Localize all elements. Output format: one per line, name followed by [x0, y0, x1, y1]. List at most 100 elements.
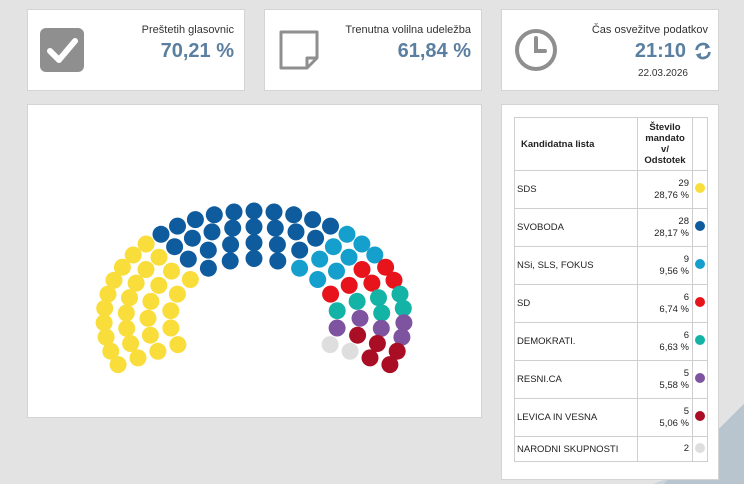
party-name: SVOBODA — [514, 208, 638, 247]
seats-percent-cell: 6 6,63 % — [637, 322, 693, 361]
seat-dot — [309, 271, 327, 288]
seats-count: 2 — [683, 443, 689, 454]
seat-dot — [166, 238, 184, 256]
seat-dot — [351, 309, 369, 327]
results-table-card: Kandidatna lista Število mandato v/ Odst… — [501, 104, 719, 480]
seat-dot — [199, 259, 217, 277]
seat-dot — [341, 342, 359, 360]
seats-percent-cell: 6 6,74 % — [637, 284, 693, 323]
seat-dot — [245, 250, 263, 267]
vote-percent: 28,76 % — [654, 189, 689, 201]
seat-dot — [245, 234, 263, 252]
seat-dot — [199, 241, 217, 259]
party-color-dot — [695, 373, 705, 383]
vote-percent: 9,56 % — [659, 265, 689, 277]
seat-dot — [137, 235, 155, 253]
seat-dot — [391, 285, 409, 303]
seat-dot — [118, 319, 136, 337]
counted-ballots-label: Preštetih glasovnic — [141, 24, 234, 36]
seat-dot — [322, 285, 340, 303]
seat-dot — [370, 289, 387, 307]
seat-dot — [291, 241, 309, 259]
turnout-label: Trenutna volilna udeležba — [345, 24, 471, 36]
seat-dot — [324, 238, 342, 256]
vote-percent: 6,63 % — [659, 341, 689, 353]
seat-dot — [102, 342, 120, 360]
seat-dot — [221, 252, 239, 270]
seat-dot — [245, 218, 263, 236]
table-row: SVOBODA 28 28,17 % — [514, 208, 708, 247]
refresh-time-label: Čas osvežitve podatkov — [591, 24, 708, 36]
party-name: SD — [514, 284, 638, 323]
seats-count: 28 — [678, 215, 689, 227]
seat-dot — [183, 229, 201, 247]
seat-dot — [169, 336, 187, 354]
seat-dot — [162, 319, 180, 337]
seat-dot — [361, 349, 379, 367]
seat-dot — [139, 309, 157, 327]
seats-percent-cell: 5 5,06 % — [637, 398, 693, 437]
table-row: SD 6 6,74 % — [514, 284, 708, 323]
turnout-card: Trenutna volilna udeležba 61,84 % — [264, 9, 482, 91]
seat-dot — [186, 211, 204, 229]
party-color-cell — [692, 398, 708, 437]
seat-dot — [381, 356, 399, 374]
turnout-value: 61,84 % — [397, 40, 471, 62]
refresh-icon[interactable] — [692, 40, 714, 62]
table-row: DEMOKRATI. 6 6,63 % — [514, 322, 708, 361]
seat-dot — [149, 342, 167, 360]
party-name: NSi, SLS, FOKUS — [514, 246, 638, 285]
seat-dot — [394, 299, 412, 317]
seat-dot — [181, 271, 199, 288]
seat-dot — [372, 319, 390, 337]
seat-dot — [150, 276, 168, 294]
seat-dot — [340, 248, 358, 266]
seat-dot — [266, 219, 284, 237]
seat-chart-card — [27, 104, 482, 418]
seat-dot — [224, 219, 242, 237]
party-name: DEMOKRATI. — [514, 322, 638, 361]
refresh-date: 22.03.2026 — [637, 68, 688, 79]
party-color-cell — [692, 246, 708, 285]
counted-ballots-card: Preštetih glasovnic 70,21 % — [27, 9, 245, 91]
seats-count: 29 — [678, 177, 689, 189]
seat-dot — [311, 250, 329, 268]
seats-count: 9 — [683, 253, 689, 265]
seat-dot — [222, 236, 240, 254]
seat-chart — [95, 202, 413, 374]
seat-dot — [322, 217, 339, 235]
results-table: Kandidatna lista Število mandato v/ Odst… — [514, 117, 708, 462]
table-row: NSi, SLS, FOKUS 9 9,56 % — [514, 246, 708, 285]
seat-dot — [321, 336, 339, 354]
party-color-cell — [692, 436, 708, 462]
seat-dot — [179, 250, 197, 268]
seat-dot — [141, 326, 159, 344]
seat-dot — [129, 349, 147, 367]
seat-dot — [225, 203, 243, 221]
seat-dot — [99, 285, 117, 303]
seat-dot — [287, 223, 305, 241]
seat-dot — [393, 328, 411, 346]
seat-dot — [328, 319, 346, 337]
seat-dot — [385, 271, 403, 289]
seat-dot — [353, 261, 371, 278]
checkmark-icon — [40, 28, 84, 72]
seat-dot — [245, 202, 263, 220]
party-color-dot — [695, 183, 705, 193]
party-name: NARODNI SKUPNOSTI — [514, 436, 638, 462]
seats-count: 5 — [683, 367, 689, 379]
party-color-dot — [695, 442, 705, 453]
seat-dot — [363, 274, 381, 292]
seat-dot — [127, 274, 145, 292]
seat-dot — [163, 262, 180, 280]
seat-dot — [328, 302, 346, 320]
seat-dot — [265, 203, 283, 221]
seats-percent-cell: 2 — [637, 436, 693, 462]
seat-dot — [117, 304, 135, 322]
seat-dot — [113, 258, 131, 276]
seat-dot — [328, 262, 345, 280]
seat-dot — [340, 276, 358, 294]
refresh-time-value: 21:10 — [634, 40, 686, 62]
party-color-cell — [692, 284, 708, 323]
seats-percent-cell: 28 28,17 % — [637, 208, 693, 247]
